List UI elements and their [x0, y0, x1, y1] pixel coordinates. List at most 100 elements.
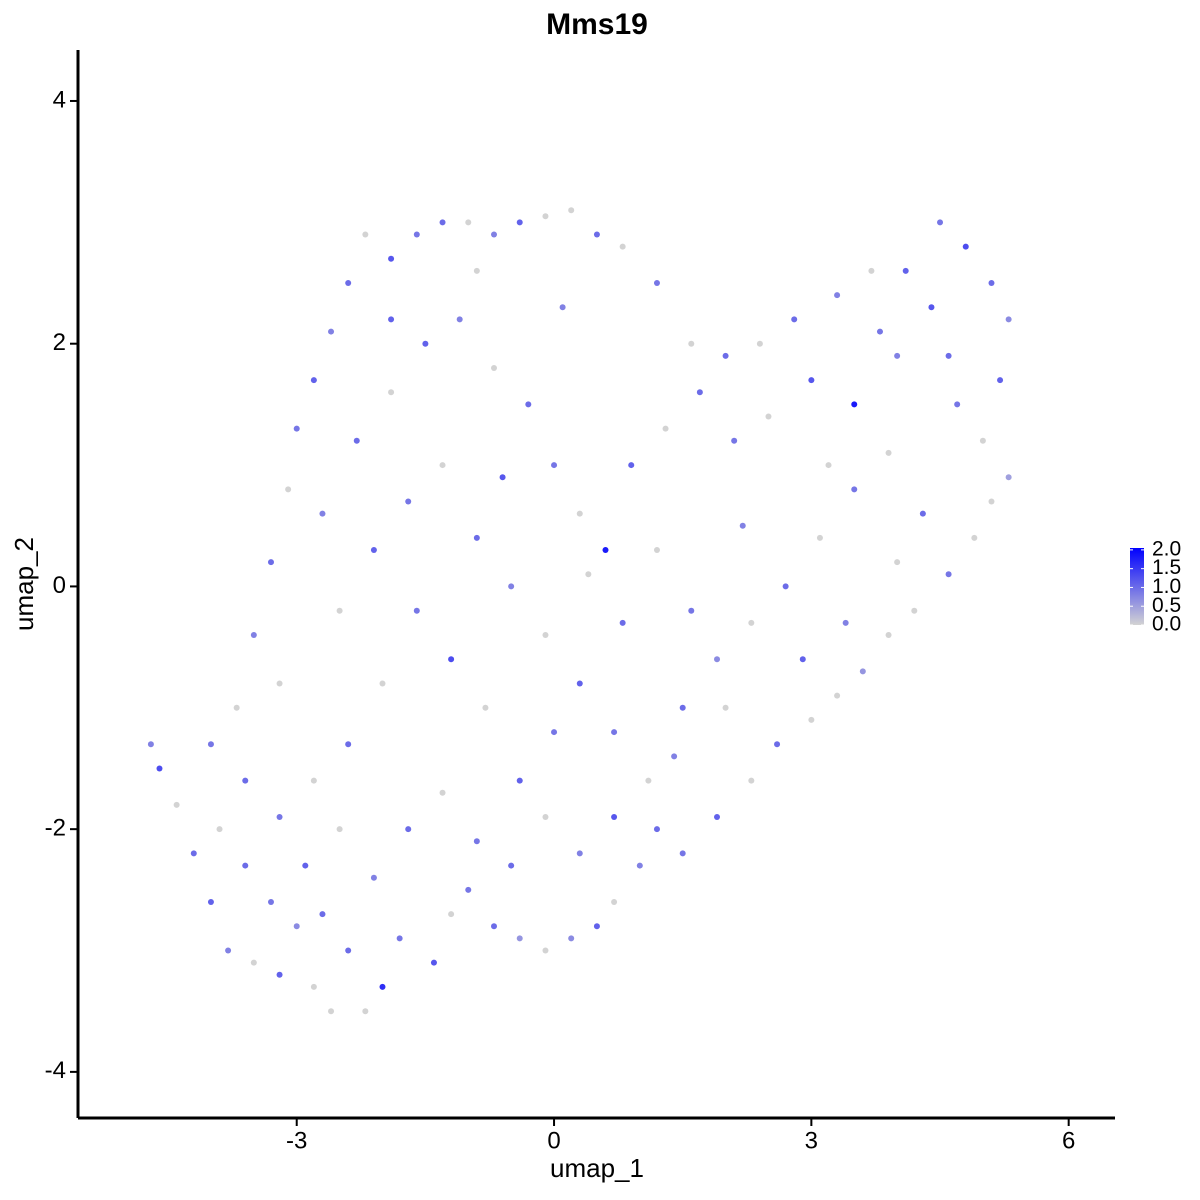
- point: [954, 401, 961, 408]
- point: [774, 741, 781, 748]
- point: [799, 656, 806, 663]
- point: [388, 316, 395, 323]
- point: [207, 741, 214, 748]
- point: [413, 607, 420, 614]
- point: [448, 911, 455, 918]
- point: [516, 777, 523, 784]
- chart-title: Mms19: [546, 8, 648, 41]
- point: [679, 704, 686, 711]
- point: [611, 814, 618, 821]
- point: [979, 437, 986, 444]
- point: [448, 656, 455, 663]
- point: [851, 486, 858, 493]
- x-tick-label: -3: [286, 1127, 307, 1154]
- point: [971, 534, 978, 541]
- point: [413, 231, 420, 238]
- point: [653, 547, 660, 554]
- point: [430, 959, 437, 966]
- point: [551, 729, 558, 736]
- point: [328, 328, 335, 335]
- point: [319, 510, 326, 517]
- point: [422, 340, 429, 347]
- point: [576, 680, 583, 687]
- point: [714, 814, 721, 821]
- point: [876, 328, 883, 335]
- point: [276, 680, 283, 687]
- point: [791, 316, 798, 323]
- x-tick-label: 0: [547, 1127, 560, 1154]
- point: [233, 704, 240, 711]
- point: [439, 462, 446, 469]
- colorbar-label: 1.5: [1152, 556, 1181, 579]
- point: [851, 401, 858, 408]
- point: [345, 280, 352, 287]
- point: [1005, 316, 1012, 323]
- point: [568, 207, 575, 214]
- y-tick-label: -2: [45, 814, 66, 841]
- point: [508, 862, 515, 869]
- point: [653, 826, 660, 833]
- point: [593, 923, 600, 930]
- point: [319, 911, 326, 918]
- point: [173, 801, 180, 808]
- point: [919, 510, 926, 517]
- point: [671, 753, 678, 760]
- colorbar-label: 0.5: [1152, 594, 1181, 617]
- point: [1005, 474, 1012, 481]
- point: [782, 583, 789, 590]
- y-tick-label: 4: [53, 86, 66, 113]
- point: [808, 377, 815, 384]
- point: [593, 231, 600, 238]
- x-tick-label: 3: [805, 1127, 818, 1154]
- point: [885, 449, 892, 456]
- point: [491, 231, 498, 238]
- point: [310, 777, 317, 784]
- point: [859, 668, 866, 675]
- point: [576, 510, 583, 517]
- point: [156, 765, 163, 772]
- point: [722, 352, 729, 359]
- point: [731, 437, 738, 444]
- point: [473, 534, 480, 541]
- point: [439, 789, 446, 796]
- point: [370, 874, 377, 881]
- point: [722, 704, 729, 711]
- point: [362, 1008, 369, 1015]
- point: [636, 862, 643, 869]
- point: [928, 304, 935, 311]
- point: [542, 631, 549, 638]
- point: [645, 777, 652, 784]
- point: [482, 704, 489, 711]
- y-tick-label: 2: [53, 329, 66, 356]
- point: [491, 364, 498, 371]
- point: [551, 462, 558, 469]
- point: [225, 947, 232, 954]
- point: [242, 862, 249, 869]
- point: [902, 267, 909, 274]
- point: [310, 377, 317, 384]
- point: [465, 886, 472, 893]
- point: [868, 267, 875, 274]
- point: [285, 486, 292, 493]
- point: [516, 935, 523, 942]
- point: [216, 826, 223, 833]
- point: [937, 219, 944, 226]
- point: [714, 656, 721, 663]
- y-tick-label: -4: [45, 1057, 66, 1084]
- point: [542, 814, 549, 821]
- point: [499, 474, 506, 481]
- point: [293, 923, 300, 930]
- y-tick-label: 0: [53, 572, 66, 599]
- point: [250, 959, 257, 966]
- point: [276, 814, 283, 821]
- point: [336, 826, 343, 833]
- point: [302, 862, 309, 869]
- point: [748, 777, 755, 784]
- point: [611, 729, 618, 736]
- point: [328, 1008, 335, 1015]
- x-axis-label: umap_1: [550, 1153, 644, 1183]
- point: [962, 243, 969, 250]
- point: [988, 498, 995, 505]
- point: [748, 619, 755, 626]
